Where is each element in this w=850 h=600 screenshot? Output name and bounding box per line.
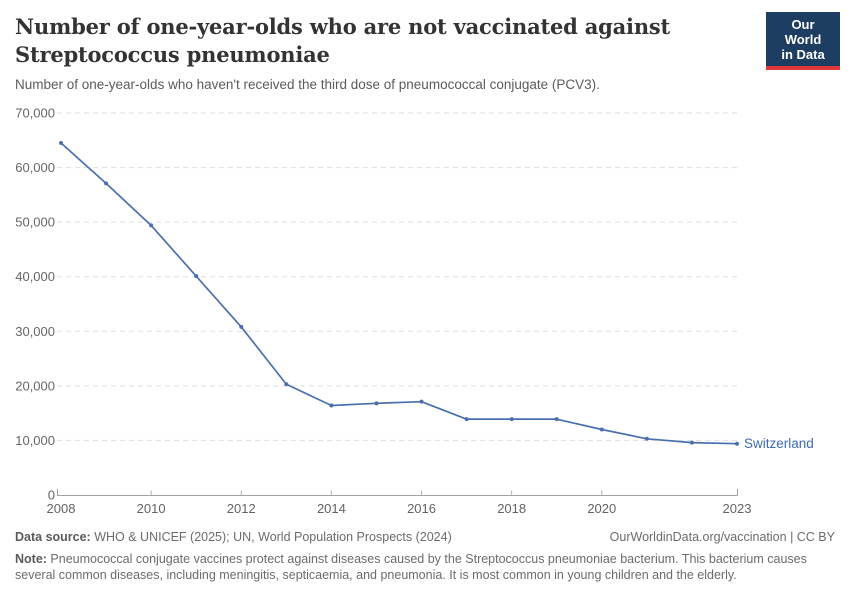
page-title-line2: Streptococcus pneumoniae	[15, 42, 330, 67]
owid-logo[interactable]: Our World in Data	[766, 12, 840, 70]
x-tick-label: 2010	[137, 501, 166, 516]
series-switzerland[interactable]	[59, 141, 739, 446]
data-point[interactable]	[284, 382, 289, 387]
data-point[interactable]	[554, 417, 559, 422]
y-tick-label: 10,000	[15, 433, 55, 448]
y-axis: 0 10,000 20,000 30,000 40,000 50,000 60,000 70,…	[15, 106, 737, 503]
x-axis: 2008 2010 2012 2014 2016 2018 2020 2023	[47, 489, 752, 516]
data-point[interactable]	[59, 141, 63, 146]
x-tick-label: 2020	[587, 501, 616, 516]
x-tick-label: 2012	[227, 501, 256, 516]
y-tick-label: 50,000	[15, 215, 55, 230]
data-point[interactable]	[374, 401, 379, 406]
chart-footer: Data source: WHO & UNICEF (2025); UN, Wo…	[15, 529, 835, 583]
y-tick-label: 30,000	[15, 324, 55, 339]
y-tick-label: 20,000	[15, 378, 55, 393]
entity-label[interactable]: Switzerland	[744, 436, 814, 451]
data-point[interactable]	[689, 440, 694, 445]
y-tick-label: 0	[48, 488, 55, 503]
x-tick-label: 2016	[407, 501, 436, 516]
page-title: Number of one-year-olds who are not vacc…	[15, 13, 715, 69]
data-point[interactable]	[329, 403, 334, 408]
data-point[interactable]	[599, 427, 604, 432]
data-point[interactable]	[104, 181, 109, 186]
owid-link[interactable]: OurWorldinData.org/vaccination | CC BY	[609, 530, 835, 544]
data-source: Data source: WHO & UNICEF (2025); UN, Wo…	[15, 529, 452, 545]
chart-note-label: Note:	[15, 552, 47, 566]
x-tick-label: 2023	[723, 501, 752, 516]
owid-logo-line1: Our World	[784, 17, 822, 47]
data-point[interactable]	[735, 441, 739, 446]
data-point[interactable]	[464, 417, 469, 422]
page-title-line1: Number of one-year-olds who are not vacc…	[15, 14, 671, 39]
chart-note-text: Pneumococcal conjugate vaccines protect …	[15, 552, 807, 582]
data-source-text: WHO & UNICEF (2025); UN, World Populatio…	[90, 530, 452, 544]
data-point[interactable]	[239, 324, 244, 329]
owid-logo-line2: in Data	[781, 47, 825, 62]
data-point[interactable]	[149, 223, 154, 228]
data-point[interactable]	[644, 436, 649, 441]
chart-note: Note: Pneumococcal conjugate vaccines pr…	[15, 551, 845, 583]
x-tick-label: 2008	[47, 501, 76, 516]
series-line[interactable]	[60, 142, 738, 445]
data-source-label: Data source:	[15, 530, 91, 544]
x-tick-label: 2018	[497, 501, 526, 516]
data-point[interactable]	[509, 417, 514, 422]
page-subtitle: Number of one-year-olds who haven't rece…	[15, 77, 600, 92]
y-tick-label: 40,000	[15, 269, 55, 284]
y-tick-label: 60,000	[15, 160, 55, 175]
data-point[interactable]	[194, 274, 199, 279]
y-tick-label: 70,000	[15, 106, 55, 121]
x-tick-label: 2014	[317, 501, 346, 516]
data-point[interactable]	[419, 399, 424, 404]
